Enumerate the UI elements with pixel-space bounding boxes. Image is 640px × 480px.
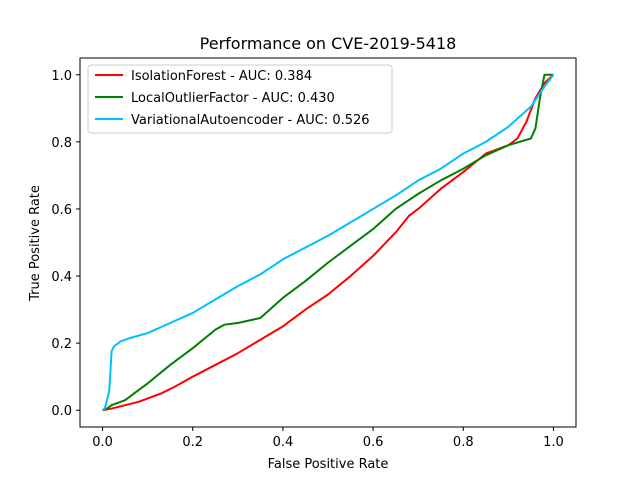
y-tick-label: 0.2 [51,337,72,352]
legend-entry: VariationalAutoencoder - AUC: 0.526 [131,113,370,128]
x-axis-label: False Positive Rate [268,457,389,472]
axes-frame [79,57,577,428]
legend-box [87,64,393,134]
x-tick-label: 1.0 [543,435,564,450]
plot-area [79,57,577,428]
x-tick-label: 0.2 [182,435,203,450]
y-tick-label: 0.4 [51,270,72,285]
series-line-3 [101,74,555,412]
x-tick-label: 0.6 [363,435,384,450]
y-tick-label: 1.0 [51,69,72,84]
legend-entry: IsolationForest - AUC: 0.384 [131,69,312,84]
y-axis-label: True Positive Rate [28,185,43,302]
y-tick-label: 0.6 [51,203,72,218]
x-axis-ticks: 0.0 0.2 0.4 0.6 0.8 1.0 [92,427,564,450]
legend: IsolationForest - AUC: 0.384 LocalOutlier… [87,64,393,134]
x-tick-label: 0.0 [92,435,113,450]
x-tick-label: 0.8 [453,435,474,450]
y-axis-ticks: 0.0 0.2 0.4 0.6 0.8 1.0 [51,69,80,419]
legend-entry: LocalOutlierFactor - AUC: 0.430 [131,91,335,106]
y-tick-label: 0.0 [51,404,72,419]
y-tick-label: 0.8 [51,136,72,151]
series-line-2 [102,73,554,412]
x-tick-label: 0.4 [273,435,294,450]
chart-title: Performance on CVE-2019-5418 [200,34,457,53]
series-line-1 [102,74,555,412]
